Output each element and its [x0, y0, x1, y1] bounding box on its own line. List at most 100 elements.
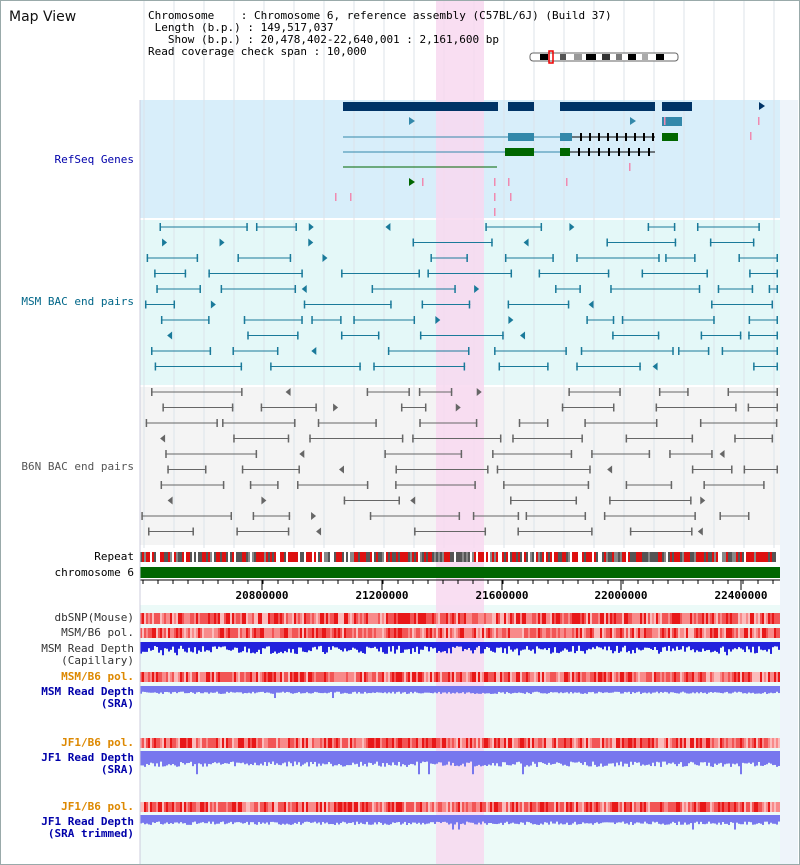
- b6n-bac-label[interactable]: B6N BAC end pairs: [21, 460, 134, 473]
- dbsnp-heat: [730, 613, 732, 624]
- repeat-segment: [770, 552, 772, 562]
- jf1-b6-pol-trim-heat: [320, 802, 322, 812]
- jf1-depth-trim-bar: [386, 815, 388, 825]
- jf1-depth-trim-bar: [236, 815, 238, 823]
- repeat-segment: [456, 552, 458, 562]
- dbsnp-heat: [338, 613, 340, 624]
- jf1-b6-pol-trim-heat: [334, 802, 336, 812]
- jf1-depth-trim-bar: [488, 815, 490, 824]
- jf1-b6-pol-trim-heat: [418, 802, 420, 812]
- jf1-depth-trim-bar: [556, 815, 558, 822]
- dbsnp-heat: [340, 613, 342, 624]
- repeat-segment: [346, 552, 348, 562]
- msm-b6-pol-heat: [620, 628, 622, 638]
- jf1-depth-trim-bar: [440, 815, 442, 824]
- refseq-genes-label[interactable]: RefSeq Genes: [54, 153, 134, 166]
- msm-b6-pol-heat: [568, 628, 570, 638]
- jf1-b6-pol-trim-heat: [222, 802, 224, 812]
- msm-b6-pol-sra-heat: [592, 672, 594, 682]
- msm-bac-end: [510, 269, 513, 278]
- jf1-b6-pol-trim-heat: [648, 802, 650, 812]
- msm-depth-capillary-bar: [354, 642, 356, 649]
- msm-depth-sra-bar: [690, 686, 692, 694]
- msm-b6-pol-sra-heat: [752, 672, 754, 682]
- msm-depth-capillary-bar: [724, 642, 726, 652]
- msm-b6-pol-heat: [718, 628, 720, 638]
- msm-depth-capillary-bar: [416, 642, 418, 647]
- msm-bac-end: [696, 223, 699, 231]
- jf1-b6-pol-trim-heat: [442, 802, 444, 812]
- b6n-bac-end: [252, 512, 255, 520]
- msm-bac-end: [371, 285, 374, 293]
- dbsnp-heat: [562, 613, 564, 624]
- dbsnp-heat: [392, 613, 394, 624]
- dbsnp-heat: [222, 613, 224, 624]
- jf1-depth-sra-bar: [506, 751, 508, 765]
- dbsnp-heat: [484, 613, 486, 624]
- msm-depth-capillary-bar: [640, 642, 642, 651]
- dbsnp-heat: [312, 613, 314, 624]
- msm-b6-pol-sra-heat: [150, 672, 152, 682]
- msm-b6-pol-sra-heat: [516, 672, 518, 682]
- msm-b6-pol-heat: [436, 628, 438, 638]
- msm-depth-sra-bar: [348, 686, 350, 694]
- repeat-segment: [394, 552, 396, 562]
- msm-depth-sra-bar: [510, 686, 512, 694]
- msm-depth-capillary-bar: [198, 642, 200, 651]
- msm-bac-end: [419, 331, 422, 340]
- jf1-depth-trim-bar: [450, 815, 452, 824]
- dbsnp-heat: [382, 613, 384, 624]
- jf1-b6-pol-trim-heat: [190, 802, 192, 812]
- msm-depth-capillary-bar: [396, 642, 398, 650]
- jf1-depth-trim-bar: [216, 815, 218, 824]
- jf1-depth-trim-bar: [172, 815, 174, 824]
- jf1-depth-trim-bar: [608, 815, 610, 823]
- jf1-depth-trim-bar: [226, 815, 228, 824]
- msm-b6-pol-sra-heat: [616, 672, 618, 682]
- msm-depth-capillary-bar: [284, 642, 286, 652]
- dbsnp-heat: [286, 613, 288, 624]
- repeat-segment: [776, 552, 778, 562]
- msm-depth-capillary-bar: [632, 642, 634, 650]
- jf1-depth-sra-bar: [452, 751, 454, 763]
- length-key: Length (b.p.): [154, 21, 241, 34]
- dbsnp-heat: [478, 613, 480, 624]
- dbsnp-heat: [734, 613, 736, 624]
- dbsnp-heat: [458, 613, 460, 624]
- msm-bac-label[interactable]: MSM BAC end pairs: [21, 295, 134, 308]
- gene-exon: [652, 133, 654, 141]
- msm-b6-pol-sra-heat: [324, 672, 326, 682]
- msm-b6-pol-sra-heat: [432, 672, 434, 682]
- axis-tick-label: 20800000: [235, 589, 289, 602]
- jf1-b6-pol-heat: [288, 738, 290, 748]
- snp-tick: [508, 178, 510, 186]
- msm-b6-pol-heat: [682, 628, 684, 638]
- repeat-segment: [678, 552, 680, 562]
- jf1-b6-pol-trim-heat: [728, 802, 730, 812]
- b6n-bac-end: [222, 481, 225, 489]
- jf1-depth-trim-bar: [580, 815, 582, 825]
- jf1-b6-pol-heat: [380, 738, 382, 748]
- repeat-segment: [700, 552, 702, 562]
- jf1-depth-sra-bar: [588, 751, 590, 767]
- msm-depth-sra-bar: [254, 686, 256, 694]
- repeat-segment: [506, 552, 508, 562]
- jf1-b6-pol-heat: [292, 738, 294, 748]
- msm-depth-capillary-bar: [574, 642, 576, 654]
- repeat-segment: [186, 552, 188, 562]
- repeat-segment: [436, 552, 438, 562]
- dbsnp-heat: [700, 613, 702, 624]
- b6n-bac-end: [366, 481, 369, 489]
- msm-depth-sra-bar: [648, 686, 650, 693]
- msm-b6-pol-heat: [318, 628, 320, 638]
- jf1-b6-pol-heat: [228, 738, 230, 748]
- msm-depth-capillary-bar: [618, 642, 620, 653]
- jf1-b6-pol-trim-heat: [692, 802, 694, 812]
- msm-b6-pol-sra-heat: [542, 672, 544, 682]
- msm-b6-pol-heat: [150, 628, 152, 638]
- repeat-segment: [590, 552, 592, 562]
- msm-b6-pol-heat: [230, 628, 232, 638]
- dbsnp-heat: [328, 613, 330, 624]
- b6n-bac-arrow: [338, 465, 344, 474]
